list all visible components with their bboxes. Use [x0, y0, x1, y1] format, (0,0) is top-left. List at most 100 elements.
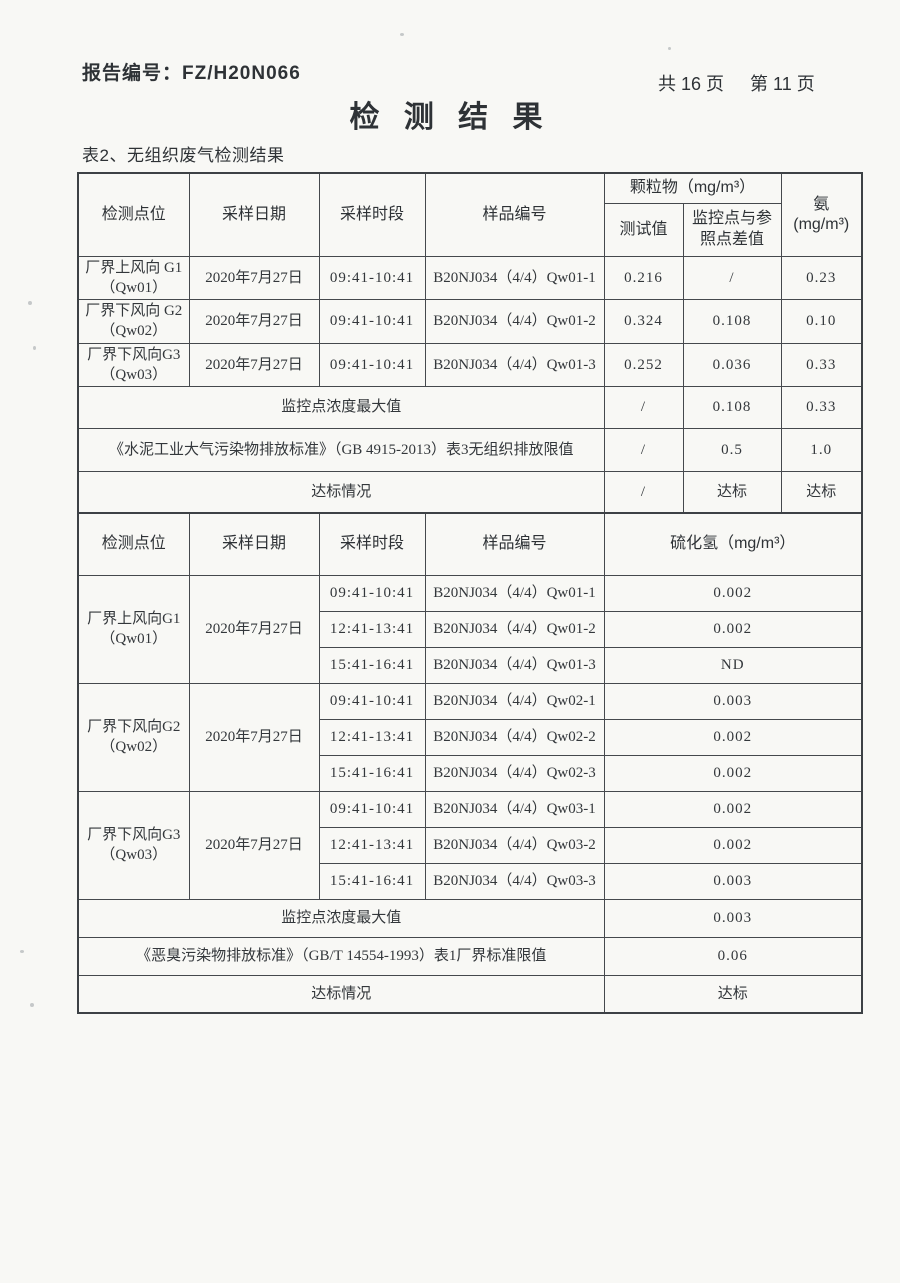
date-cell: 2020年7月27日 [188, 574, 320, 684]
summary-label: 《水泥工业大气污染物排放标准》（GB 4915-2013）表3无组织排放限值 [77, 428, 605, 472]
scan-speck [20, 950, 24, 953]
current-page: 第 11 页 [750, 74, 815, 94]
ammonia-value-cell: 0.10 [780, 299, 863, 344]
summary-label: 监控点浓度最大值 [77, 898, 605, 938]
table-row: 15:41-16:41 B20NJ034（4/4）Qw03-3 0.003 [78, 862, 863, 900]
summary-ammonia-value: 0.33 [780, 386, 863, 429]
sample-cell: B20NJ034（4/4）Qw03-3 [424, 862, 605, 900]
h2s-value-cell: 0.003 [603, 682, 863, 720]
table-row: 厂界下风向G3（Qw03） 2020年7月27日 09:41-10:41 B20… [77, 342, 863, 387]
test-value-cell: 0.324 [603, 299, 684, 344]
h2s-value-cell: 0.002 [603, 574, 863, 612]
sample-cell: B20NJ034（4/4）Qw01-3 [424, 342, 605, 387]
summary-ammonia-value: 达标 [780, 471, 863, 513]
point-cell: 厂界下风向 G2（Qw02） [77, 299, 190, 344]
period-cell: 09:41-10:41 [318, 299, 426, 344]
date-cell: 2020年7月27日 [188, 255, 320, 300]
ammonia-unit: (mg/m³) [793, 215, 850, 233]
pagination: 共 16 页 第 11 页 [658, 70, 815, 96]
col-header-point: 检测点位 [77, 512, 190, 576]
test-value-cell: 0.216 [603, 255, 684, 300]
scan-speck [33, 346, 36, 350]
summary-label: 《恶臭污染物排放标准》（GB/T 14554-1993）表1厂界标准限值 [77, 936, 605, 976]
table-subheader-row: 测试值 监控点与参照点差值 [78, 202, 862, 257]
period-cell: 12:41-13:41 [318, 718, 426, 756]
summary-label: 监控点浓度最大值 [77, 386, 605, 429]
test-value-cell: 0.252 [603, 342, 684, 387]
sample-cell: B20NJ034（4/4）Qw01-2 [424, 610, 605, 648]
point-cell: 厂界上风向 G1（Qw01） [77, 255, 190, 300]
date-cell: 2020年7月27日 [188, 790, 320, 900]
col-header-sample-no: 样品编号 [424, 172, 605, 257]
summary-diff-value: 达标 [682, 471, 782, 513]
summary-row-compliance: 达标情况 / 达标 达标 [77, 471, 863, 513]
sample-cell: B20NJ034（4/4）Qw02-1 [424, 682, 605, 720]
col-header-sample-no: 样品编号 [424, 512, 605, 576]
table-row: 厂界上风向 G1（Qw01） 2020年7月27日 09:41-10:41 B2… [77, 255, 863, 300]
diff-value-cell: 0.108 [682, 299, 782, 344]
summary-row-max: 监控点浓度最大值 / 0.108 0.33 [77, 386, 863, 429]
table-caption: 表2、无组织废气检测结果 [82, 146, 285, 165]
table-hydrogen-sulfide: 检测点位 采样日期 采样时段 样品编号 硫化氢（mg/m³） 厂界上风向G1（Q… [77, 512, 863, 1014]
table-row: 厂界上风向G1（Qw01） 2020年7月27日 09:41-10:41 B20… [77, 574, 863, 684]
period-cell: 09:41-10:41 [318, 790, 426, 828]
total-pages: 共 16 页 [658, 74, 725, 94]
sample-cell: B20NJ034（4/4）Qw03-2 [424, 826, 605, 864]
point-cell: 厂界上风向G1（Qw01） [77, 574, 190, 684]
h2s-value-cell: 0.002 [603, 610, 863, 648]
sample-cell: B20NJ034（4/4）Qw01-3 [424, 646, 605, 684]
summary-row-standard: 《恶臭污染物排放标准》（GB/T 14554-1993）表1厂界标准限值 0.0… [77, 936, 863, 976]
summary-test-value: / [603, 428, 684, 472]
summary-h2s-value: 0.06 [603, 936, 863, 976]
sample-cell: B20NJ034（4/4）Qw01-1 [424, 255, 605, 300]
table-row: 15:41-16:41 B20NJ034（4/4）Qw01-3 ND [78, 646, 863, 684]
scan-speck [400, 33, 404, 36]
h2s-value-cell: 0.003 [603, 862, 863, 900]
summary-diff-value: 0.108 [682, 386, 782, 429]
point-cell: 厂界下风向G2（Qw02） [77, 682, 190, 792]
summary-h2s-value: 达标 [603, 974, 863, 1014]
summary-label: 达标情况 [77, 471, 605, 513]
point-cell: 厂界下风向G3（Qw03） [77, 790, 190, 900]
report-number: 报告编号：FZ/H20N066 [82, 63, 301, 84]
ammonia-label: 氨 [813, 195, 830, 213]
col-header-period: 采样时段 [318, 512, 426, 576]
col-header-particulate-group: 颗粒物（mg/m³） [603, 172, 782, 204]
scan-speck [28, 301, 32, 305]
ammonia-value-cell: 0.33 [780, 342, 863, 387]
period-cell: 15:41-16:41 [318, 646, 426, 684]
table-header-row: 检测点位 采样日期 采样时段 样品编号 颗粒物（mg/m³） 氨 (mg/m³) [77, 172, 863, 257]
summary-row-standard: 《水泥工业大气污染物排放标准》（GB 4915-2013）表3无组织排放限值 /… [77, 428, 863, 472]
col-header-ammonia: 氨 (mg/m³) [780, 172, 863, 257]
col-header-date: 采样日期 [188, 172, 320, 257]
table-row: 厂界下风向G2（Qw02） 2020年7月27日 09:41-10:41 B20… [77, 682, 863, 792]
h2s-value-cell: ND [603, 646, 863, 684]
col-header-diff-value: 监控点与参照点差值 [682, 202, 782, 257]
h2s-value-cell: 0.002 [603, 718, 863, 756]
point-cell: 厂界下风向G3（Qw03） [77, 342, 190, 387]
col-header-period: 采样时段 [318, 172, 426, 257]
sample-cell: B20NJ034（4/4）Qw03-1 [424, 790, 605, 828]
sample-cell: B20NJ034（4/4）Qw01-2 [424, 299, 605, 344]
date-cell: 2020年7月27日 [188, 299, 320, 344]
sample-cell: B20NJ034（4/4）Qw01-1 [424, 574, 605, 612]
period-cell: 15:41-16:41 [318, 754, 426, 792]
table-row: 12:41-13:41 B20NJ034（4/4）Qw01-2 0.002 [78, 610, 863, 648]
diff-value-cell: 0.036 [682, 342, 782, 387]
summary-diff-value: 0.5 [682, 428, 782, 472]
h2s-value-cell: 0.002 [603, 790, 863, 828]
scan-speck [668, 47, 671, 50]
table-row: 12:41-13:41 B20NJ034（4/4）Qw03-2 0.002 [78, 826, 863, 864]
summary-ammonia-value: 1.0 [780, 428, 863, 472]
period-cell: 09:41-10:41 [318, 574, 426, 612]
sample-cell: B20NJ034（4/4）Qw02-2 [424, 718, 605, 756]
table-row: 12:41-13:41 B20NJ034（4/4）Qw02-2 0.002 [78, 718, 863, 756]
period-cell: 09:41-10:41 [318, 255, 426, 300]
table-particulate-ammonia: 检测点位 采样日期 采样时段 样品编号 颗粒物（mg/m³） 氨 (mg/m³)… [77, 172, 863, 514]
scan-speck [30, 1003, 34, 1007]
sample-cell: B20NJ034（4/4）Qw02-3 [424, 754, 605, 792]
page-title: 检 测 结 果 [349, 101, 551, 134]
table-row: 厂界下风向 G2（Qw02） 2020年7月27日 09:41-10:41 B2… [77, 299, 863, 344]
table-row: 厂界下风向G3（Qw03） 2020年7月27日 09:41-10:41 B20… [77, 790, 863, 900]
